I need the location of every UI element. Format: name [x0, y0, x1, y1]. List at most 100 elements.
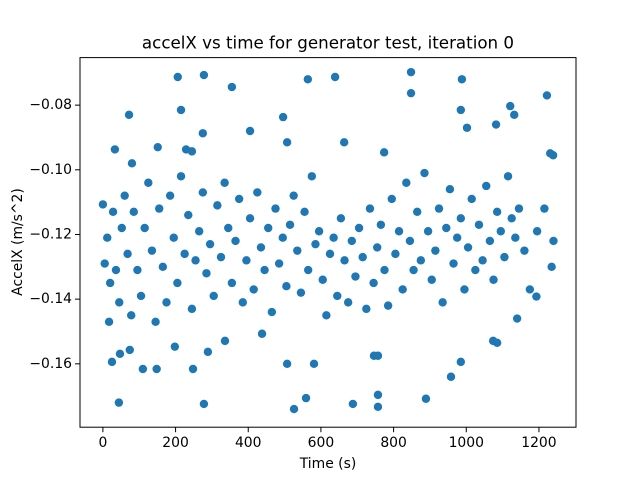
scatter-point — [423, 227, 433, 236]
scatter-point — [220, 336, 230, 346]
scatter-point — [369, 278, 378, 288]
scatter-point — [114, 398, 124, 407]
scatter-point — [127, 311, 136, 320]
scatter-point — [506, 101, 515, 111]
scatter-point — [176, 172, 186, 181]
scatter-point — [445, 185, 455, 194]
scatter-point — [138, 364, 148, 374]
scatter-point — [136, 291, 146, 301]
scatter-point — [187, 147, 197, 156]
scatter-point — [238, 298, 247, 307]
scatter-point — [231, 236, 240, 246]
scatter-point — [413, 207, 422, 217]
scatter-point — [492, 207, 502, 217]
scatter-point — [329, 233, 338, 242]
plot-frame — [79, 57, 577, 428]
scatter-point — [184, 210, 193, 220]
scatter-point — [449, 259, 458, 268]
scatter-point — [446, 372, 456, 381]
scatter-point — [123, 249, 132, 259]
scatter-point — [373, 390, 383, 400]
scatter-point — [105, 278, 115, 288]
scatter-point — [303, 75, 313, 84]
scatter-point — [548, 151, 558, 160]
scatter-point — [507, 214, 516, 223]
scatter-point — [260, 265, 269, 275]
scatter-point — [547, 262, 556, 272]
scatter-point — [456, 214, 466, 223]
scatter-point — [492, 338, 502, 348]
scatter-point — [343, 298, 353, 307]
scatter-point — [427, 275, 436, 284]
x-axis-label: Time (s) — [299, 456, 357, 472]
scatter-point — [115, 349, 125, 358]
scatter-point — [406, 67, 416, 77]
scatter-point — [339, 138, 349, 147]
scatter-point — [271, 204, 280, 213]
scatter-point — [140, 223, 149, 233]
scatter-point — [379, 148, 389, 157]
scatter-point — [205, 239, 215, 249]
scatter-point — [267, 307, 277, 317]
scatter-point — [348, 399, 358, 409]
scatter-point — [351, 272, 360, 281]
scatter-point — [330, 72, 340, 82]
scatter-point — [420, 168, 429, 178]
scatter-point — [110, 145, 120, 154]
x-tick-label: 200 — [162, 435, 189, 451]
scatter-point — [532, 227, 542, 236]
scatter-point — [125, 345, 134, 355]
scatter-point — [117, 223, 126, 233]
scatter-point — [180, 249, 189, 259]
scatter-point — [152, 364, 161, 374]
scatter-point — [514, 204, 524, 213]
scatter-point — [199, 70, 209, 80]
scatter-point — [421, 394, 431, 403]
scatter-point — [525, 285, 535, 294]
scatter-point — [165, 191, 175, 200]
scatter-point — [209, 291, 218, 301]
scatter-point — [285, 220, 295, 229]
scatter-point — [491, 120, 501, 129]
scatter-point — [203, 347, 213, 357]
scatter-point — [431, 246, 440, 255]
scatter-point — [188, 364, 198, 374]
scatter-point — [474, 220, 484, 229]
scatter-point — [127, 159, 137, 168]
scatter-point — [303, 265, 313, 275]
scatter-point — [463, 243, 473, 252]
scatter-point — [100, 259, 109, 268]
scatter-point — [373, 402, 383, 412]
scatter-point — [510, 110, 519, 120]
scatter-point — [542, 91, 552, 100]
scatter-point — [191, 256, 200, 265]
scatter-point — [256, 243, 266, 252]
scatter-point — [358, 252, 367, 262]
scatter-point — [213, 201, 222, 210]
scatter-point — [301, 393, 311, 403]
scatter-point — [485, 236, 495, 246]
scatter-point — [373, 351, 383, 360]
scatter-point — [434, 204, 444, 213]
scatter-point — [452, 233, 462, 242]
scatter-point — [347, 236, 357, 246]
scatter-point — [278, 233, 287, 242]
scatter-point — [405, 236, 415, 246]
scatter-point — [124, 110, 134, 120]
scatter-point — [511, 233, 520, 242]
scatter-point — [194, 227, 204, 236]
scatter-point — [532, 292, 541, 301]
x-tick-label: 400 — [235, 435, 262, 451]
scatter-point — [173, 278, 182, 288]
scatter-point — [416, 256, 426, 265]
scatter-point — [108, 207, 118, 217]
scatter-point — [460, 285, 469, 294]
scatter-point — [282, 138, 292, 147]
scatter-point — [456, 357, 466, 367]
scatter-point — [147, 246, 157, 255]
x-tick-label: 1000 — [449, 435, 484, 451]
scatter-point — [402, 178, 411, 187]
scatter-point — [169, 233, 178, 242]
y-tick-label: −0.14 — [29, 291, 72, 307]
scatter-point — [274, 259, 284, 268]
